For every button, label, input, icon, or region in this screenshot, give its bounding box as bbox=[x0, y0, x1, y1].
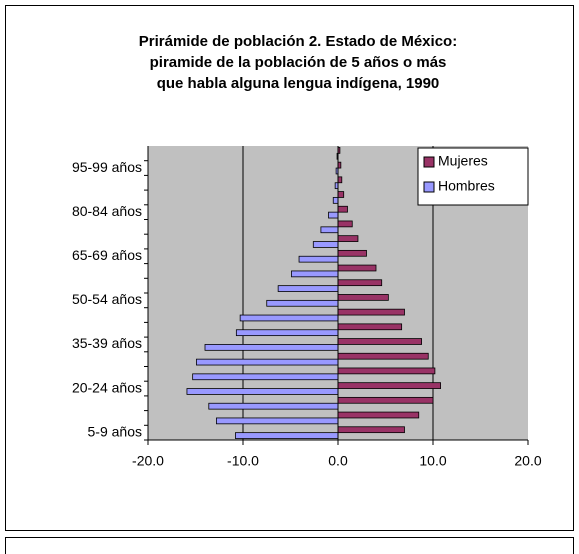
y-tick-label: 65-69 años bbox=[72, 247, 142, 263]
y-tick-label: 35-39 años bbox=[72, 335, 142, 351]
y-tick-label: 20-24 años bbox=[72, 379, 142, 395]
bar bbox=[337, 264, 377, 272]
x-tick-label: -20.0 bbox=[132, 453, 164, 469]
bar bbox=[239, 314, 339, 322]
bar bbox=[337, 323, 403, 331]
bar bbox=[235, 329, 339, 337]
y-tick-label: 5-9 años bbox=[88, 423, 142, 439]
legend-swatch bbox=[423, 156, 435, 168]
bar bbox=[337, 191, 345, 198]
bar bbox=[234, 432, 339, 439]
x-tick-label: 10.0 bbox=[419, 453, 446, 469]
bar bbox=[204, 344, 339, 351]
bar bbox=[337, 352, 429, 360]
chart-title: que habla alguna lengua indígena, 1990 bbox=[157, 75, 440, 92]
chart-title: piramide de la población de 5 años o más bbox=[150, 54, 447, 71]
bar bbox=[328, 211, 339, 219]
bar bbox=[337, 220, 353, 228]
bar bbox=[337, 382, 441, 389]
bar bbox=[337, 279, 383, 287]
chart-title: Prirámide de población 2. Estado de Méxi… bbox=[139, 33, 457, 50]
y-tick-label: 50-54 años bbox=[72, 291, 142, 307]
bar bbox=[337, 367, 436, 375]
bar bbox=[337, 176, 343, 184]
legend bbox=[417, 147, 529, 206]
bar bbox=[337, 308, 405, 316]
legend-label: Mujeres bbox=[438, 153, 488, 169]
y-tick-label: 95-99 años bbox=[72, 159, 142, 175]
bar bbox=[298, 255, 339, 263]
x-tick-label: 20.0 bbox=[514, 453, 541, 469]
next-frame bbox=[5, 537, 574, 554]
bar bbox=[196, 358, 339, 366]
bar bbox=[186, 388, 339, 395]
bar bbox=[320, 226, 339, 234]
legend-label: Hombres bbox=[438, 178, 495, 194]
bar bbox=[312, 241, 339, 248]
bar bbox=[277, 285, 339, 292]
legend-swatch bbox=[423, 181, 435, 193]
bar bbox=[337, 426, 405, 434]
bar bbox=[192, 373, 339, 381]
bar bbox=[337, 235, 359, 242]
bar bbox=[215, 417, 339, 425]
bar bbox=[208, 402, 339, 410]
bar bbox=[337, 294, 389, 301]
bar bbox=[337, 205, 348, 213]
x-tick-label: 0.0 bbox=[328, 453, 348, 469]
x-tick-label: -10.0 bbox=[227, 453, 259, 469]
bar bbox=[337, 249, 367, 257]
bar bbox=[337, 396, 434, 404]
y-tick-label: 80-84 años bbox=[72, 203, 142, 219]
bar bbox=[337, 338, 422, 345]
bar bbox=[332, 197, 339, 204]
bar bbox=[337, 411, 420, 419]
bar bbox=[266, 299, 339, 307]
bar bbox=[291, 270, 339, 278]
